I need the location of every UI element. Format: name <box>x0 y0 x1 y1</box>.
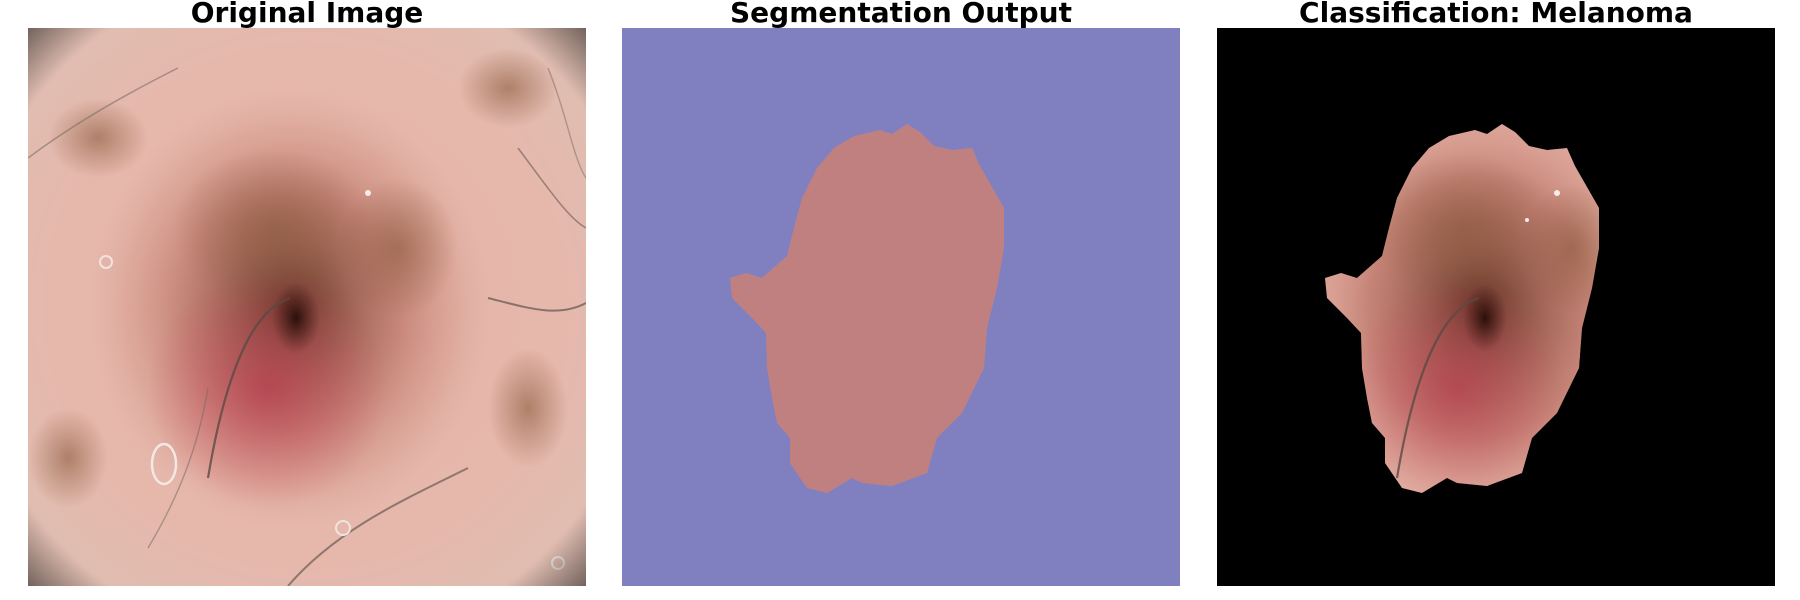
segmentation-lesion-region <box>730 124 1004 493</box>
panel-title-segmentation: Segmentation Output <box>730 0 1072 29</box>
masked-lesion-image <box>1217 28 1775 586</box>
panel-original: Original Image <box>28 0 586 600</box>
panel-segmentation: Segmentation Output <box>622 0 1180 600</box>
panel-title-original: Original Image <box>190 0 424 29</box>
original-image <box>28 28 586 586</box>
segmentation-mask <box>622 28 1180 586</box>
panel-classification: Classification: Melanoma <box>1217 0 1775 600</box>
panel-title-classification: Classification: Melanoma <box>1299 0 1693 29</box>
